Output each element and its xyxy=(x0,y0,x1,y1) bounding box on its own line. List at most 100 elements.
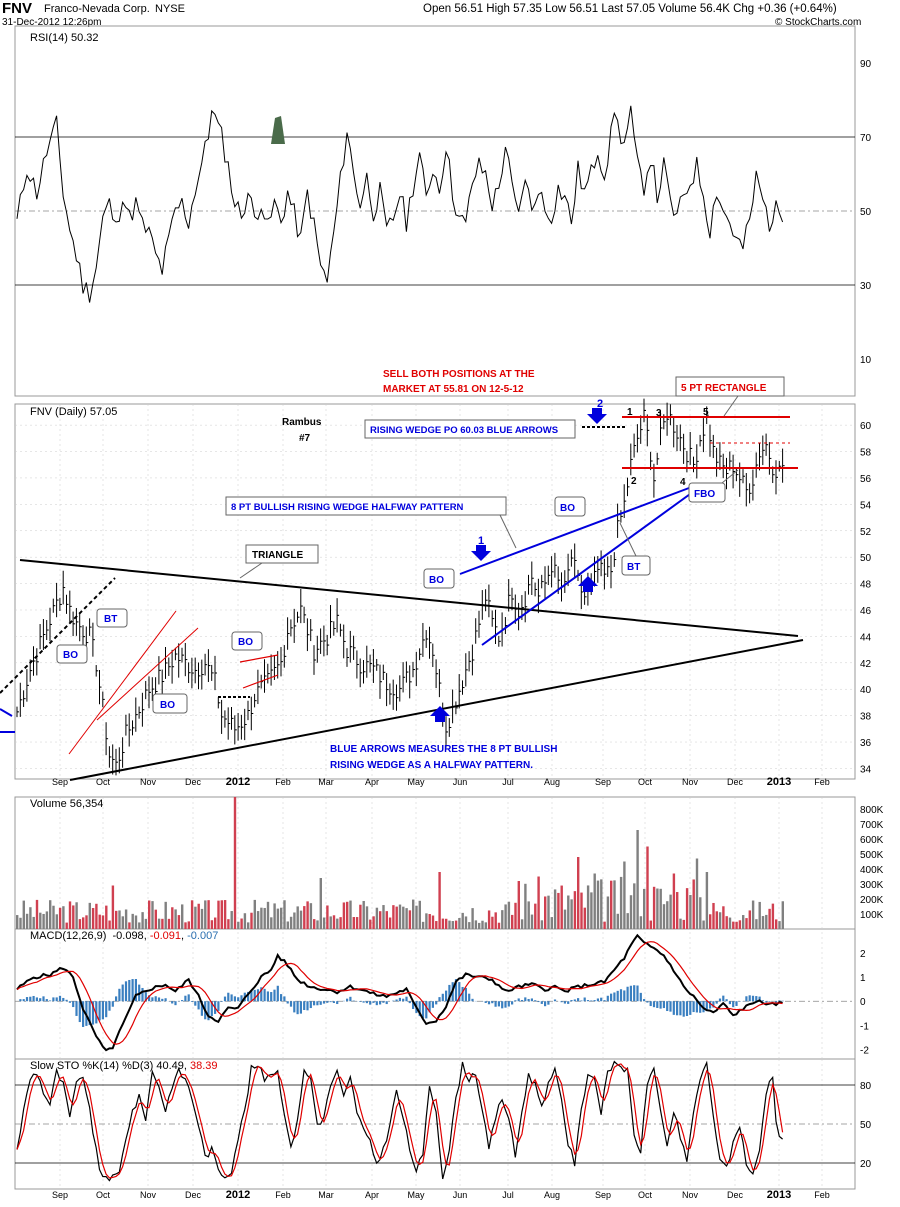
volume-bar xyxy=(742,915,745,929)
volume-bar xyxy=(217,900,220,929)
macd-histogram-bar xyxy=(633,985,636,1002)
callout-bt-box-1 xyxy=(96,608,128,628)
volume-bar xyxy=(247,922,250,929)
x-tick-label: Mar xyxy=(318,1190,334,1200)
rsi-tick-label: 90 xyxy=(860,59,872,70)
macd-histogram-bar xyxy=(649,1001,652,1007)
macd-histogram-bar xyxy=(458,982,461,1002)
macd-histogram-bar xyxy=(187,994,190,1002)
x-tick-label: 2013 xyxy=(767,1189,791,1201)
volume-bar xyxy=(755,919,758,929)
volume-bar xyxy=(223,900,227,929)
macd-histogram-bar xyxy=(748,995,751,1002)
volume-bar xyxy=(319,878,322,929)
volume-bar xyxy=(761,916,765,929)
rambus-label-2: #7 xyxy=(299,433,311,444)
macd-histogram-bar xyxy=(260,987,263,1002)
volume-bar xyxy=(524,883,527,929)
macd-histogram-bar xyxy=(118,988,121,1002)
volume-bar xyxy=(207,900,210,929)
volume-bar xyxy=(296,906,299,929)
volume-bar xyxy=(395,906,398,929)
callout-bt-2: BT xyxy=(627,562,640,573)
x-tick-label: Nov xyxy=(140,777,157,787)
price-tick-label: 36 xyxy=(860,738,872,749)
volume-bar xyxy=(256,911,260,929)
volume-bar xyxy=(220,900,223,929)
volume-bar xyxy=(283,900,286,929)
x-tick-label: Jul xyxy=(502,1190,514,1200)
volume-bar xyxy=(379,911,382,929)
volume-bar xyxy=(369,919,372,929)
x-tick-label: Nov xyxy=(682,777,699,787)
volume-bar xyxy=(118,910,121,929)
volume-bar xyxy=(544,896,547,929)
macd-histogram-bar xyxy=(233,996,236,1002)
macd-histogram-bar xyxy=(190,1001,194,1002)
volume-bar xyxy=(95,903,98,929)
x-tick-label: Feb xyxy=(814,1190,830,1200)
volume-bar xyxy=(385,911,388,929)
volume-bar xyxy=(22,900,25,929)
rsi-tick-label: 70 xyxy=(860,133,872,144)
left-edge-blue-arrow xyxy=(0,708,13,717)
macd-histogram-bar xyxy=(326,1001,329,1003)
volume-bar xyxy=(685,888,689,929)
volume-bar xyxy=(316,920,319,929)
rsi-tick-label: 30 xyxy=(860,281,872,292)
volume-bar xyxy=(148,900,151,929)
x-tick-label: 2013 xyxy=(767,776,791,788)
macd-histogram-bar xyxy=(45,999,48,1002)
volume-bar xyxy=(352,917,355,929)
x-tick-label: Oct xyxy=(96,777,111,787)
wedge-po-label: RISING WEDGE PO 60.03 BLUE ARROWS xyxy=(370,425,558,436)
volume-bar xyxy=(326,905,329,929)
macd-histogram-bar xyxy=(735,1001,738,1006)
macd-histogram-bar xyxy=(151,997,154,1002)
macd-histogram-bar xyxy=(593,1000,596,1002)
volume-bar xyxy=(461,912,464,929)
volume-bar xyxy=(243,913,247,929)
macd-histogram-bar xyxy=(623,990,626,1002)
volume-bar xyxy=(468,922,471,929)
x-tick-label: 2012 xyxy=(226,1189,250,1201)
volume-tick-label: 400K xyxy=(860,865,884,876)
volume-bar xyxy=(200,908,204,929)
x-tick-label: Jun xyxy=(453,1190,468,1200)
volume-bar xyxy=(481,920,484,929)
macd-histogram-bar xyxy=(75,1001,78,1016)
callout-bt-1: BT xyxy=(104,614,117,625)
volume-bar xyxy=(738,920,742,929)
volume-bar xyxy=(408,910,412,929)
x-tick-label: Sep xyxy=(595,1190,611,1200)
volume-tick-label: 200K xyxy=(860,895,884,906)
volume-bar xyxy=(293,912,296,929)
macd-histogram-bar xyxy=(517,998,520,1002)
macd-histogram-bar xyxy=(755,996,758,1002)
macd-histogram-bar xyxy=(22,999,25,1002)
volume-bar xyxy=(527,901,530,929)
stochastic-tick-label: 80 xyxy=(860,1081,872,1092)
volume-bar xyxy=(115,910,118,929)
macd-histogram-bar xyxy=(425,1001,428,1019)
volume-bar xyxy=(375,907,379,929)
macd-histogram-bar xyxy=(577,998,580,1002)
volume-bar xyxy=(428,914,431,929)
company-name: Franco-Nevada Corp. xyxy=(44,3,150,15)
rsi-line xyxy=(16,105,784,303)
macd-histogram-bar xyxy=(299,1001,302,1014)
volume-bar xyxy=(629,895,633,929)
macd-histogram-bar xyxy=(19,999,22,1002)
macd-histogram-bar xyxy=(544,1001,547,1007)
x-tick-label: Sep xyxy=(52,777,68,787)
macd-histogram-bar xyxy=(230,994,233,1002)
macd-histogram-bar xyxy=(392,1000,395,1002)
volume-bar xyxy=(537,876,540,929)
watermark: © StockCharts.com xyxy=(775,17,862,28)
macd-histogram-bar xyxy=(322,1001,326,1004)
volume-bar xyxy=(507,901,511,929)
macd-histogram-bar xyxy=(108,1001,111,1011)
volume-bar xyxy=(656,888,659,929)
callout-bo-box-2 xyxy=(152,693,188,714)
macd-title: MACD(12,26,9) -0.098, -0.091, -0.007 xyxy=(30,930,218,942)
